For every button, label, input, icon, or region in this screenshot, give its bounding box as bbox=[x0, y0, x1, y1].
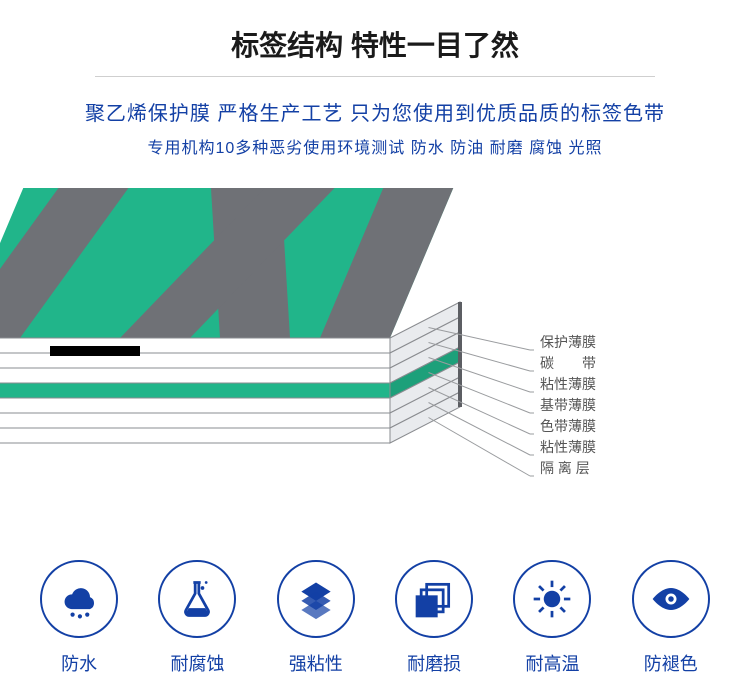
feature-label: 耐高温 bbox=[525, 650, 579, 676]
feature-label: 强粘性 bbox=[289, 650, 343, 676]
feature-heat: 耐高温 bbox=[497, 560, 607, 676]
title-underline bbox=[95, 76, 655, 77]
sun-icon bbox=[513, 560, 591, 638]
layer-label: 粘性薄膜 bbox=[540, 437, 596, 458]
layer-labels-column: 保护薄膜碳 带粘性薄膜基带薄膜色带薄膜粘性薄膜隔 离 层 bbox=[540, 332, 596, 479]
feature-fade: 防褪色 bbox=[616, 560, 726, 676]
subtitle-line-2: 专用机构10多种恶劣使用环境测试 防水 防油 耐磨 腐蚀 光照 bbox=[0, 134, 750, 158]
layer-label: 粘性薄膜 bbox=[540, 374, 596, 395]
feature-abrasion: 耐磨损 bbox=[379, 560, 489, 676]
cloud-rain-icon bbox=[40, 560, 118, 638]
feature-row: 防水 耐腐蚀 强粘性 耐磨损 耐高温 防褪色 bbox=[0, 550, 750, 690]
layer-label: 基带薄膜 bbox=[540, 395, 596, 416]
eye-icon bbox=[632, 560, 710, 638]
feature-waterproof: 防水 bbox=[24, 560, 134, 676]
feature-label: 防水 bbox=[61, 650, 97, 676]
feature-adhesive: 强粘性 bbox=[261, 560, 371, 676]
feature-label: 防褪色 bbox=[644, 650, 698, 676]
layer-label: 色带薄膜 bbox=[540, 416, 596, 437]
layer-label: 保护薄膜 bbox=[540, 332, 596, 353]
label-structure-diagram: 保护薄膜碳 带粘性薄膜基带薄膜色带薄膜粘性薄膜隔 离 层 bbox=[0, 188, 750, 528]
feature-label: 耐腐蚀 bbox=[170, 650, 224, 676]
layers-diamond-icon bbox=[277, 560, 355, 638]
layer-label: 碳 带 bbox=[540, 353, 596, 374]
structure-svg bbox=[0, 188, 750, 528]
stack-squares-icon bbox=[395, 560, 473, 638]
feature-anticorrosion: 耐腐蚀 bbox=[142, 560, 252, 676]
feature-label: 耐磨损 bbox=[407, 650, 461, 676]
page-title: 标签结构 特性一目了然 bbox=[0, 0, 750, 64]
layer-label: 隔 离 层 bbox=[540, 458, 596, 479]
flask-icon bbox=[158, 560, 236, 638]
subtitle-line-1: 聚乙烯保护膜 严格生产工艺 只为您使用到优质品质的标签色带 bbox=[0, 97, 750, 126]
